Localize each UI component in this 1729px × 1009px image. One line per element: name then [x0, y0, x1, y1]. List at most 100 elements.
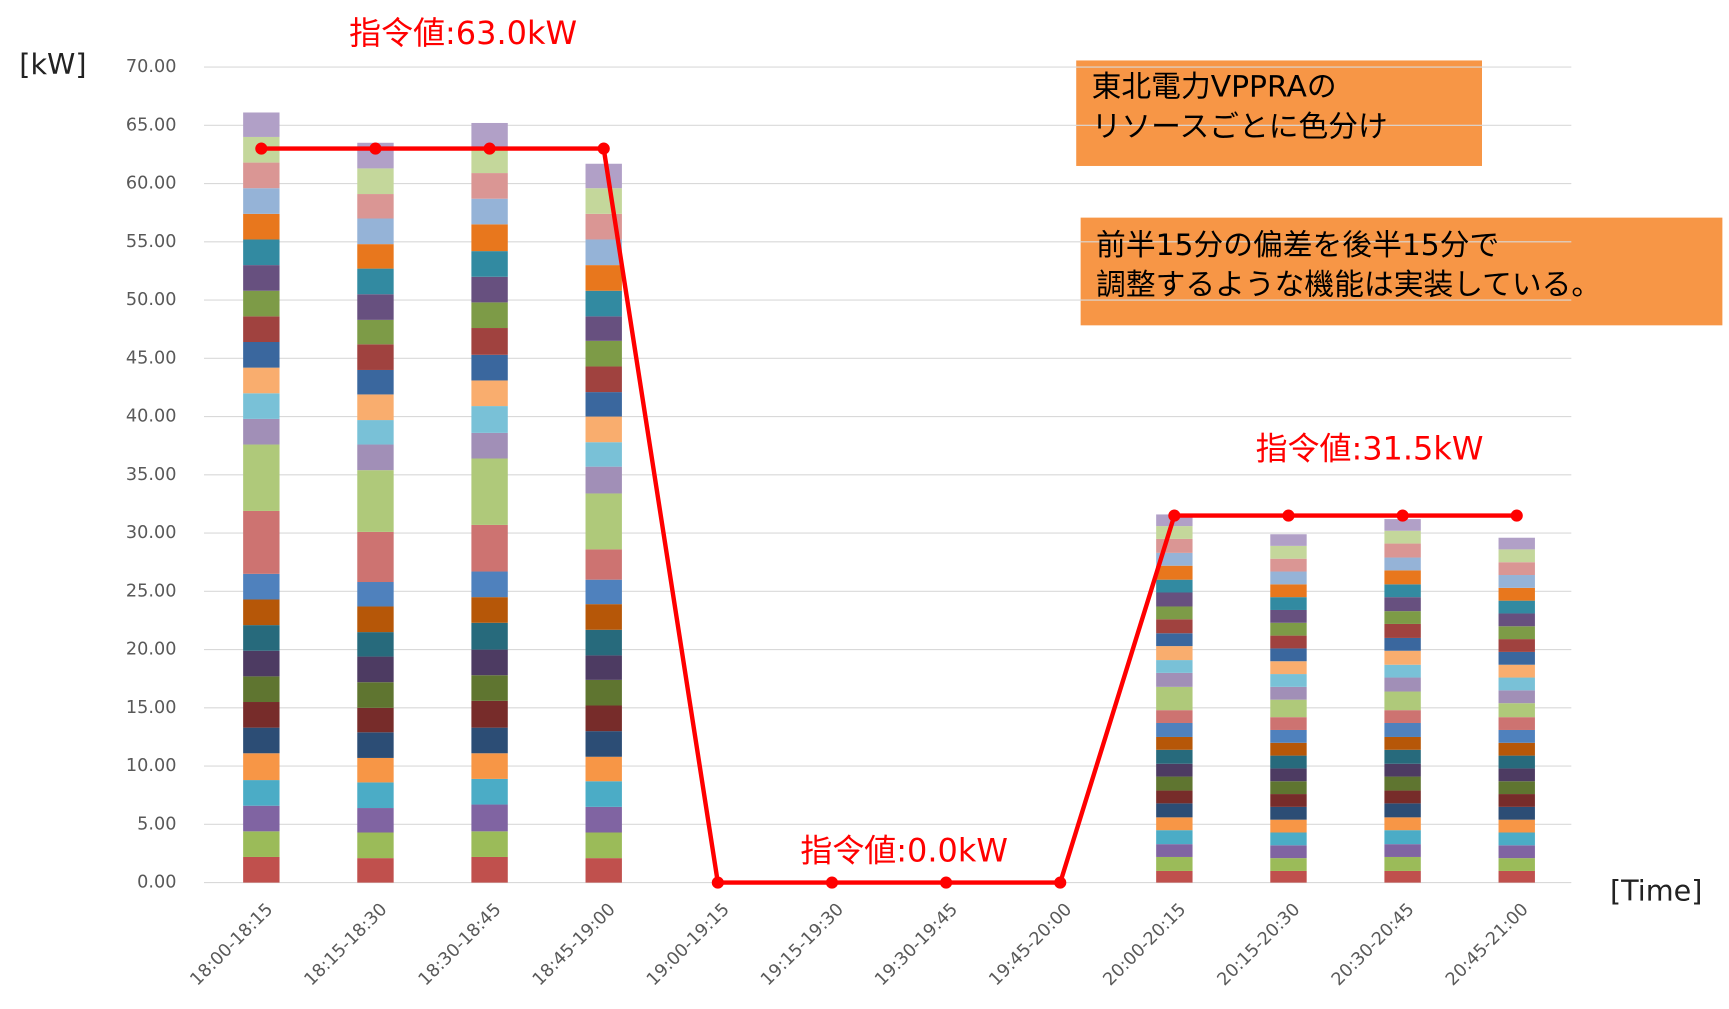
bar-segment: [1156, 552, 1193, 566]
bar-segment: [585, 679, 622, 706]
command-point: [1396, 509, 1409, 522]
bar-segment: [471, 224, 508, 252]
bar-segment: [1270, 870, 1307, 883]
bar-segment: [1156, 856, 1193, 871]
bar-segment: [357, 268, 394, 295]
bar-segment: [357, 832, 394, 859]
bar-segment: [1156, 763, 1193, 777]
bar-segment: [357, 707, 394, 733]
bar-segment: [585, 163, 622, 189]
bar-segment: [585, 858, 622, 883]
bar-segment: [1156, 710, 1193, 723]
bar-segment: [357, 168, 394, 195]
bar-segment: [1270, 768, 1307, 782]
bar-segment: [1498, 806, 1535, 820]
y-tick-label: 60.00: [126, 174, 177, 194]
bar-segment: [1384, 749, 1421, 764]
bar-segment: [1156, 592, 1193, 607]
bar-segment: [1156, 722, 1193, 737]
bar-segment: [1498, 677, 1535, 691]
bar-segment: [243, 213, 280, 240]
bar-segment: [471, 753, 508, 779]
bar-segment: [1270, 806, 1307, 820]
bar-segment: [1384, 691, 1421, 711]
bar-segment: [1270, 845, 1307, 859]
bar-segment: [1156, 817, 1193, 831]
bar-segment: [1156, 606, 1193, 620]
bar-segment: [1498, 587, 1535, 601]
bar-segment: [1156, 790, 1193, 804]
y-tick-label: 50.00: [126, 290, 177, 310]
bar-segment: [471, 778, 508, 805]
bar-segment: [585, 392, 622, 417]
bar-segment: [1498, 562, 1535, 576]
bar-segment: [471, 675, 508, 701]
y-tick-label: 15.00: [126, 698, 177, 718]
bar-segment: [1384, 570, 1421, 585]
bar-segment: [471, 831, 508, 857]
bar-segment: [585, 579, 622, 605]
bar-segment: [243, 702, 280, 728]
bar-segment: [357, 394, 394, 421]
bar-segment: [471, 597, 508, 623]
bar-segment: [1270, 545, 1307, 559]
bar-segment: [471, 173, 508, 199]
annotation: 指令値:0.0kW: [800, 832, 1008, 870]
bar-segment: [1384, 543, 1421, 558]
command-point: [825, 876, 839, 889]
command-point: [1168, 509, 1181, 522]
bar-segment: [1498, 832, 1535, 846]
bar-segment: [1498, 549, 1535, 563]
bar-segment: [1156, 526, 1193, 539]
bar-segment: [357, 757, 394, 783]
bar-segment: [357, 470, 394, 532]
command-point: [711, 876, 724, 889]
bar-segment: [1498, 537, 1535, 550]
bar-segment: [585, 239, 622, 266]
bar-segment: [1384, 584, 1421, 598]
bar-segment: [1498, 768, 1535, 782]
bar-segment: [1156, 672, 1193, 687]
bar-segment: [1384, 650, 1421, 665]
bar-segment: [1498, 858, 1535, 871]
y-tick-label: 10.00: [126, 756, 177, 776]
y-tick-label: 20.00: [126, 640, 177, 660]
bar-segment: [1156, 749, 1193, 764]
bar-segment: [1384, 736, 1421, 750]
bar-segment: [585, 832, 622, 859]
bar-segment: [1498, 626, 1535, 640]
bar-segment: [1498, 703, 1535, 718]
bar-segment: [1498, 729, 1535, 743]
bar-segment: [1498, 600, 1535, 614]
command-point: [1510, 509, 1523, 522]
bar-segment: [1498, 781, 1535, 795]
bar-segment: [471, 354, 508, 381]
bar-segment: [357, 531, 394, 583]
note-text: 東北電力VPPRAの: [1092, 70, 1337, 105]
bar-segment: [471, 727, 508, 754]
bar-segment: [243, 753, 280, 781]
bar-segment: [1156, 633, 1193, 647]
bar-segment: [243, 510, 280, 574]
bar-segment: [243, 316, 280, 343]
bar-segment: [1270, 729, 1307, 743]
y-tick-label: 40.00: [126, 407, 177, 427]
bar-segment: [585, 756, 622, 782]
bar-segment: [243, 265, 280, 291]
command-point: [369, 142, 382, 155]
y-tick-label: 70.00: [126, 57, 177, 77]
bar-segment: [1270, 635, 1307, 649]
bar-segment: [1156, 660, 1193, 673]
bar-segment: [243, 188, 280, 214]
bar-segment: [585, 188, 622, 214]
bar-segment: [471, 458, 508, 525]
bar-segment: [585, 316, 622, 341]
bar-segment: [1270, 571, 1307, 585]
bar-segment: [1270, 699, 1307, 718]
bar-segment: [1156, 736, 1193, 750]
bar-segment: [243, 162, 280, 189]
bar-segment: [243, 444, 280, 511]
bar-segment: [585, 340, 622, 367]
bar-segment: [243, 856, 280, 883]
bar-segment: [357, 344, 394, 370]
